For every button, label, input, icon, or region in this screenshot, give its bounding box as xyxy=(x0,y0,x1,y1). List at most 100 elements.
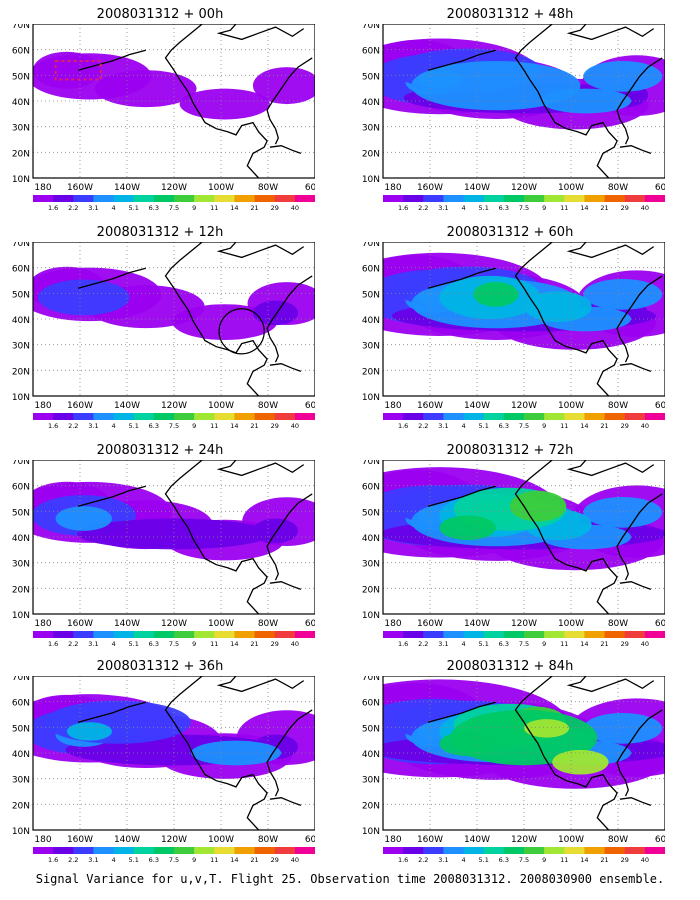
colorbar-label: 21 xyxy=(250,204,258,212)
longitude-tick-label: 180 xyxy=(34,835,51,845)
longitude-tick-label: 100W xyxy=(558,183,584,193)
plot-frame xyxy=(382,24,665,179)
colorbar-label: 5.1 xyxy=(479,204,489,212)
colorbar-swatch xyxy=(214,413,235,420)
colorbar-swatch xyxy=(93,847,115,854)
colorbar-swatch xyxy=(524,847,545,854)
longitude-tick-label: 80W xyxy=(258,183,278,193)
colorbar-swatch xyxy=(564,847,585,854)
coastline xyxy=(624,564,629,581)
colorbar-label: 6.3 xyxy=(499,422,509,430)
colorbar-label: 11 xyxy=(560,640,568,648)
longitude-tick-label: 100W xyxy=(208,835,234,845)
colorbar-label: 14 xyxy=(580,422,588,430)
colorbar-swatch xyxy=(33,631,54,638)
colorbar-swatch xyxy=(153,631,175,638)
latitude-tick-label: 40N xyxy=(12,98,30,108)
colorbar-label: 40 xyxy=(291,204,299,212)
latitude-tick-label: 50N xyxy=(362,290,380,300)
latitude-tick-label: 10N xyxy=(362,611,380,621)
colorbar-swatch xyxy=(194,413,215,420)
latitude-tick-label: 50N xyxy=(12,724,30,734)
colorbar-label: 29 xyxy=(621,422,629,430)
colorbar-label: 14 xyxy=(580,204,588,212)
coastline xyxy=(624,780,629,797)
colorbar-label: 40 xyxy=(641,204,649,212)
colorbar-swatch xyxy=(423,631,444,638)
colorbar-swatch xyxy=(564,413,585,420)
variance-contour xyxy=(583,712,663,744)
panel-title: 2008031312 + 60h xyxy=(446,225,574,240)
longitude-tick-label: 80W xyxy=(608,183,628,193)
longitude-tick-label: 120W xyxy=(511,835,537,845)
colorbar-label: 4 xyxy=(112,856,116,864)
latitude-tick-label: 70N xyxy=(12,24,30,31)
colorbar-swatch xyxy=(463,631,485,638)
colorbar-label: 3.1 xyxy=(438,204,448,212)
coastline xyxy=(274,780,279,797)
coastline xyxy=(216,676,305,693)
latitude-tick-label: 50N xyxy=(12,508,30,518)
colorbar-label: 6.3 xyxy=(149,640,159,648)
longitude-tick-label: 60W xyxy=(305,183,315,193)
colorbar-swatch xyxy=(403,413,424,420)
map-panel-12h: 2008031312 + 12h 70N 60N 50N 40N 30N 20N 10N 18… xyxy=(5,226,315,441)
colorbar-label: 4 xyxy=(112,640,116,648)
latitude-tick-label: 30N xyxy=(362,776,380,786)
coastlines xyxy=(77,676,313,830)
colorbar-label: 9 xyxy=(542,204,546,212)
latitude-tick-label: 60N xyxy=(362,265,380,275)
longitude-tick-label: 100W xyxy=(558,835,584,845)
colorbar-swatch xyxy=(423,413,444,420)
latitude-tick-label: 30N xyxy=(12,342,30,352)
map-panel-24h: 2008031312 + 24h 70N 60N 50N 40N 30N 20N 10N 18… xyxy=(5,444,315,659)
colorbar-swatch xyxy=(403,195,424,202)
longitude-tick-label: 180 xyxy=(384,183,401,193)
colorbar-label: 1.6 xyxy=(398,640,408,648)
map-panel-84h: 2008031312 + 84h 70N 60N 50N 40N 30N 20N 10N 18… xyxy=(355,660,665,875)
colorbar-swatch xyxy=(443,631,465,638)
latitude-tick-label: 10N xyxy=(12,827,30,837)
plot-frame xyxy=(382,676,665,831)
map-panel-36h: 2008031312 + 36h 70N 60N 50N 40N 30N 20N 10N 18… xyxy=(5,660,315,875)
coastline xyxy=(216,242,305,259)
colorbar-swatch xyxy=(254,631,276,638)
latitude-tick-label: 60N xyxy=(12,483,30,493)
coastline xyxy=(274,564,279,581)
coastline xyxy=(216,24,305,41)
longitude-tick-label: 60W xyxy=(305,401,315,411)
variance-contour xyxy=(95,70,197,108)
longitude-tick-label: 180 xyxy=(384,619,401,629)
variance-contour xyxy=(583,496,663,528)
colorbar-swatch xyxy=(544,631,565,638)
colorbar-swatch xyxy=(33,195,54,202)
longitude-tick-label: 100W xyxy=(558,619,584,629)
coastline xyxy=(619,797,652,807)
variance-contour xyxy=(524,291,592,323)
colorbar-swatch xyxy=(463,847,485,854)
map-plot: 70N 60N 50N 40N 30N 20N 10N 180 160W 140W 120W 100W… xyxy=(362,460,665,648)
longitude-tick-label: 180 xyxy=(34,183,51,193)
colorbar-swatch xyxy=(53,195,74,202)
colorbar-swatch xyxy=(294,847,315,854)
colorbar-swatch xyxy=(93,631,115,638)
colorbar-swatch xyxy=(383,413,404,420)
colorbar-swatch xyxy=(33,847,54,854)
latitude-tick-label: 70N xyxy=(12,460,30,467)
longitude-tick-label: 160W xyxy=(417,183,443,193)
panel-title: 2008031312 + 36h xyxy=(96,659,224,674)
colorbar-label: 6.3 xyxy=(499,856,509,864)
panel-title: 2008031312 + 12h xyxy=(96,225,224,240)
map-panel-60h: 2008031312 + 60h 70N 60N 50N 40N 30N 20N 10N 18… xyxy=(355,226,665,441)
flight-region-marker xyxy=(54,59,102,81)
longitude-tick-label: 60W xyxy=(655,619,665,629)
latitude-tick-label: 10N xyxy=(362,393,380,403)
colorbar-swatch xyxy=(483,847,505,854)
latitude-tick-label: 20N xyxy=(362,585,380,595)
coastline xyxy=(566,676,655,693)
colorbar-label: 14 xyxy=(580,640,588,648)
colorbar-swatch xyxy=(113,631,135,638)
coastline xyxy=(164,676,268,830)
colorbar-label: 7.5 xyxy=(169,640,179,648)
coastlines xyxy=(77,242,313,396)
